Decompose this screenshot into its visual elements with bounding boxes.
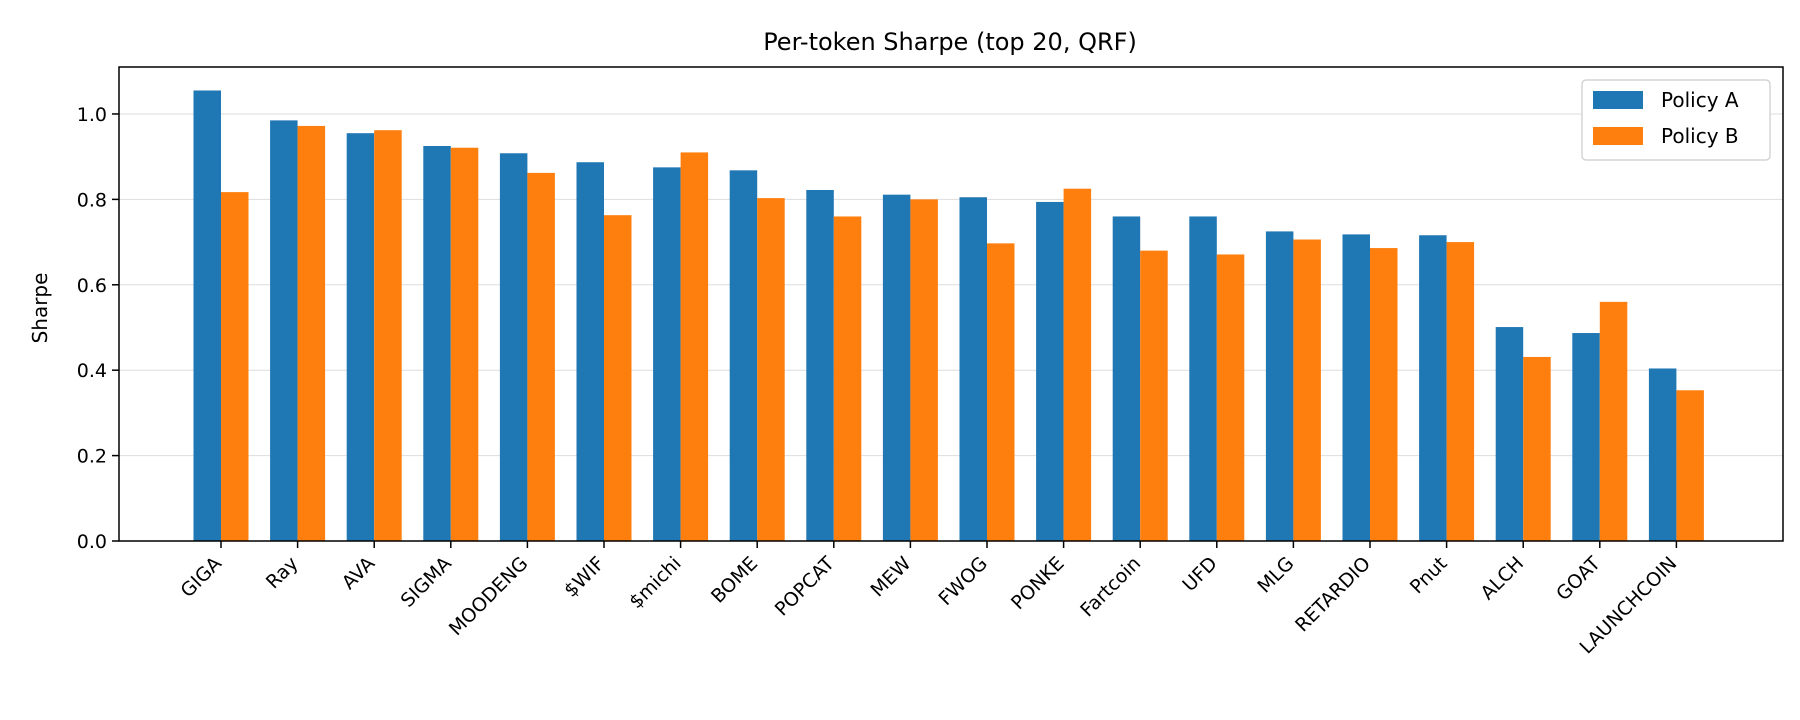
legend-label: Policy B (1661, 124, 1739, 148)
bar-policy-a (1419, 235, 1447, 541)
bars (193, 90, 1704, 542)
legend-label: Policy A (1661, 88, 1739, 112)
bar-policy-b (527, 172, 555, 541)
bar-policy-a (1112, 216, 1141, 541)
bar-policy-b (757, 198, 785, 541)
y-axis-label: Sharpe (28, 273, 52, 344)
bar-policy-b (1370, 248, 1398, 542)
bar-policy-a (1572, 333, 1600, 541)
y-tick-label: 0.0 (77, 531, 107, 553)
bar-policy-a (1189, 216, 1217, 541)
bar-policy-b (1523, 356, 1551, 541)
bar-policy-b (910, 199, 938, 542)
bar-policy-a (653, 167, 681, 541)
bar-policy-b (450, 147, 479, 541)
y-tick-label: 0.2 (77, 446, 107, 468)
bar-policy-a (423, 146, 451, 541)
bar-policy-b (604, 215, 632, 541)
bar-policy-b (297, 125, 326, 541)
bar-policy-b (1063, 188, 1092, 541)
bar-policy-b (833, 216, 862, 541)
bar-policy-a (576, 162, 604, 541)
y-tick-label: 0.8 (77, 189, 107, 211)
bar-policy-a (806, 189, 834, 542)
bar-policy-a (959, 197, 987, 542)
chart-title: Per-token Sharpe (top 20, QRF) (763, 28, 1137, 56)
plot-frame (118, 66, 1784, 542)
bar-policy-b (680, 152, 709, 542)
y-tick-label: 0.6 (77, 275, 107, 297)
bar-policy-a (1036, 201, 1064, 541)
bar-policy-a (1342, 234, 1370, 541)
legend-swatch (1593, 127, 1643, 145)
bar-policy-b (221, 192, 249, 542)
bar-policy-a (1265, 231, 1294, 542)
bar-policy-a (346, 133, 375, 541)
bar-policy-b (1216, 254, 1245, 542)
y-tick-label: 1.0 (77, 104, 107, 126)
bar-policy-a (729, 170, 758, 541)
bar-policy-b (1599, 301, 1628, 541)
bar-policy-b (1140, 250, 1168, 541)
y-axis: 0.0 0.2 0.4 0.6 0.8 1.0 (77, 104, 119, 553)
bar-policy-b (374, 130, 402, 541)
bar-policy-b (1676, 390, 1704, 541)
bar-policy-a (882, 194, 911, 541)
bar-policy-b (987, 243, 1015, 541)
legend-swatch (1593, 91, 1643, 109)
bar-policy-a (1648, 368, 1677, 541)
bar-policy-a (193, 90, 221, 542)
bar-policy-b (1293, 239, 1321, 541)
y-tick-label: 0.4 (77, 360, 107, 382)
bar-policy-a (1495, 327, 1524, 541)
bar-policy-a (270, 120, 298, 541)
bar-policy-a (499, 153, 528, 541)
bar-policy-b (1446, 242, 1475, 541)
legend: Policy A Policy B (1581, 79, 1771, 161)
